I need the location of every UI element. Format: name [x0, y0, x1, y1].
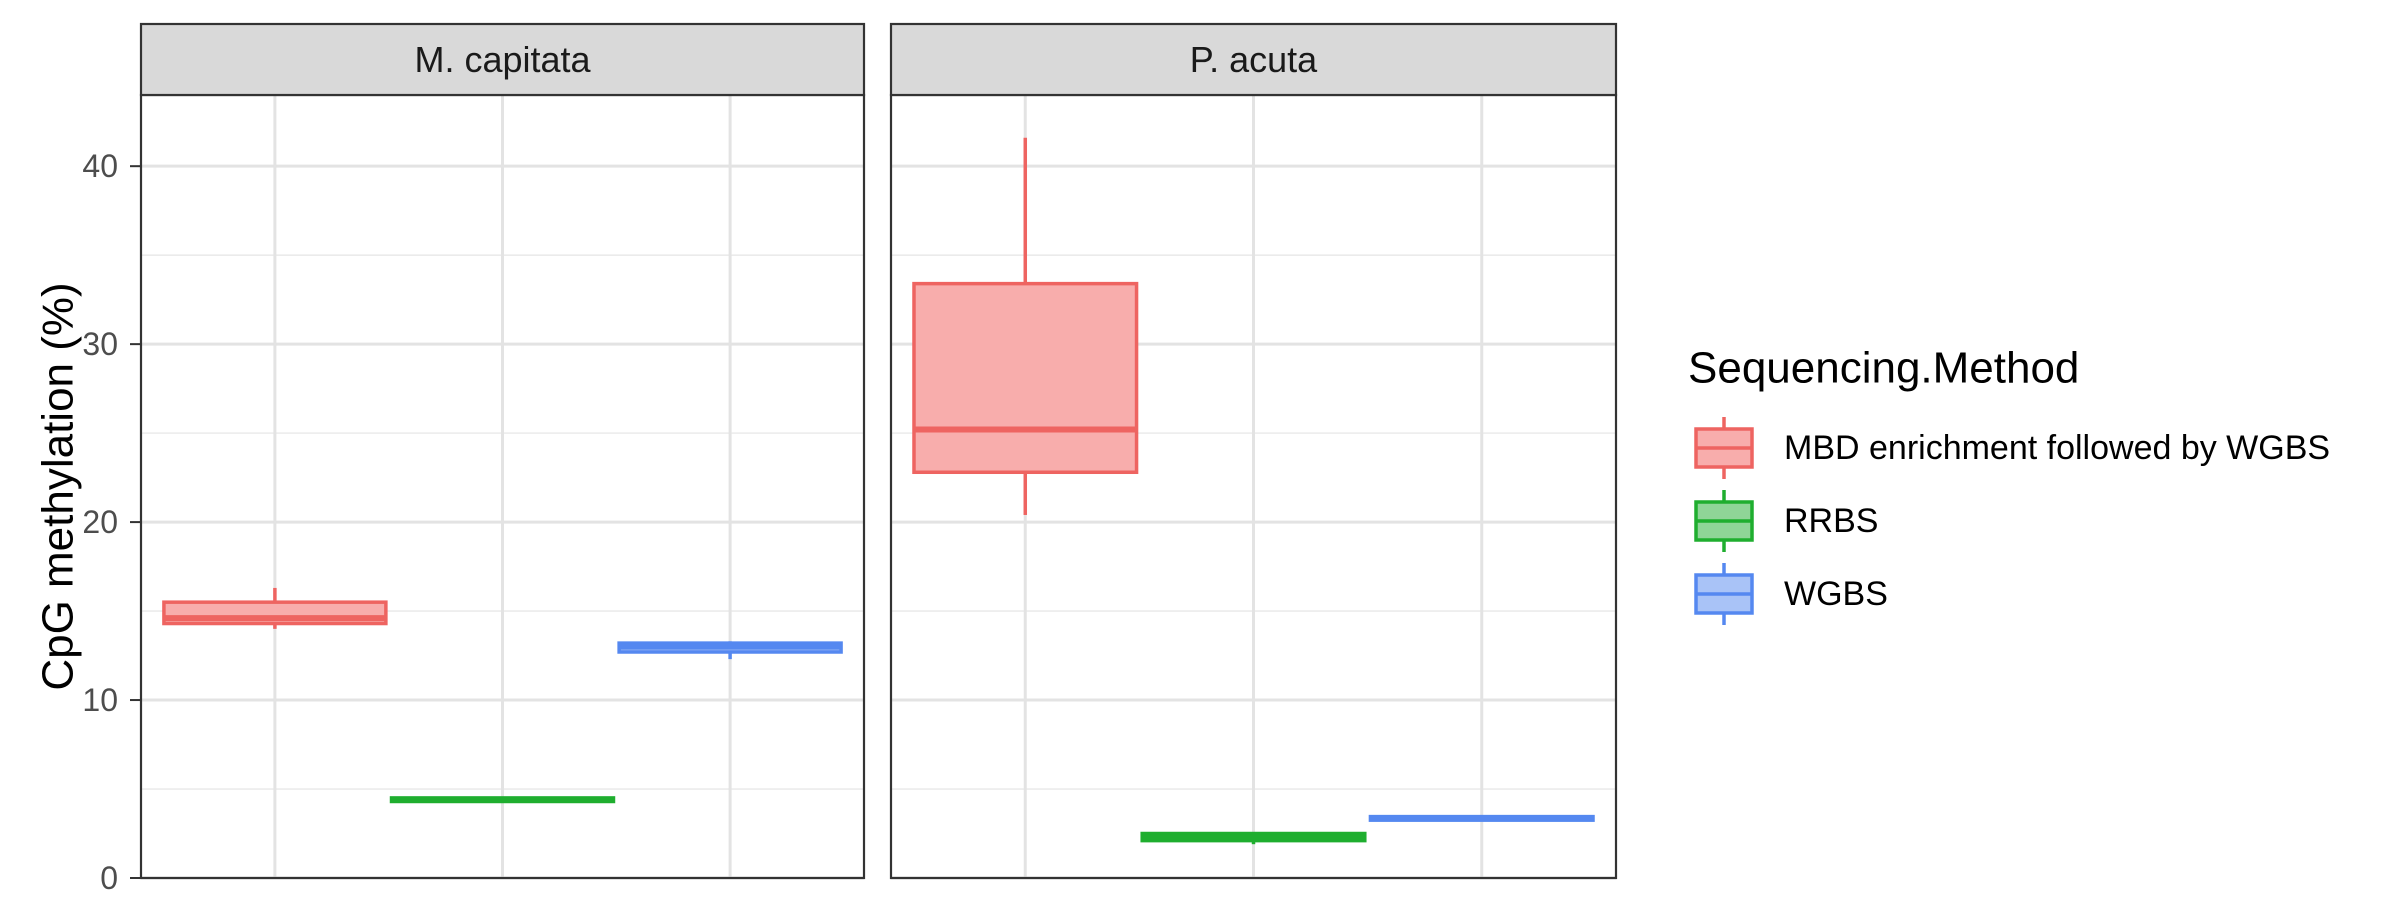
- legend-entry-label: WGBS: [1784, 575, 1888, 613]
- y-tick-label: 30: [82, 326, 118, 362]
- legend-title: Sequencing.Method: [1688, 344, 2079, 393]
- facet-strip: [889, 22, 1618, 97]
- facet-strip-label: M. capitata: [414, 39, 591, 80]
- y-tick-label: 20: [82, 504, 118, 540]
- legend-entry-label: RRBS: [1784, 502, 1878, 540]
- y-tick-label: 0: [100, 860, 118, 896]
- box-iqr: [912, 281, 1139, 475]
- y-tick-label: 10: [82, 682, 118, 718]
- facet-strip-label: P. acuta: [1190, 39, 1318, 80]
- legend-entry-label: MBD enrichment followed by WGBS: [1784, 429, 2330, 467]
- facet-strip: [139, 22, 866, 97]
- y-axis-label: CpG methylation (%): [34, 282, 83, 690]
- y-tick-label: 40: [82, 148, 118, 184]
